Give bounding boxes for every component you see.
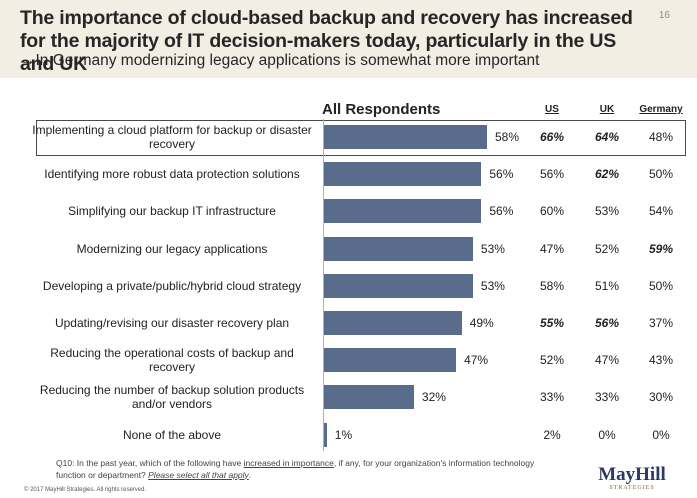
bar-value-label: 49% <box>469 316 494 330</box>
table-cell-us: 33% <box>539 390 565 405</box>
column-header-uk: UK <box>599 104 615 115</box>
bar <box>324 422 327 447</box>
bar <box>324 125 487 149</box>
table-cell-uk: 52% <box>594 241 620 256</box>
bar <box>324 311 462 335</box>
bar-value-label: 32% <box>421 390 446 405</box>
column-header-us: US <box>545 104 559 115</box>
mayhill-logo: MayHill STRATEGIES <box>592 465 672 492</box>
bar <box>324 236 473 261</box>
table-cell-germany: 30% <box>648 390 674 405</box>
logo-tagline: STRATEGIES <box>609 485 655 491</box>
table-cell-germany: 54% <box>648 204 674 219</box>
category-label: Developing a private/public/hybrid cloud… <box>42 278 302 293</box>
category-label: Identifying more robust data protection … <box>44 167 300 182</box>
table-cell-uk: 56% <box>594 316 620 330</box>
category-label: None of the above <box>122 427 222 442</box>
table-cell-us: 60% <box>539 204 565 219</box>
table-cell-us: 58% <box>539 278 565 293</box>
bar-value-label: 58% <box>494 130 519 144</box>
bar-value-label: 53% <box>480 241 505 256</box>
table-cell-germany: 43% <box>648 353 674 368</box>
category-label: Updating/revising our disaster recovery … <box>54 316 290 330</box>
bar <box>324 162 482 187</box>
table-cell-germany: 50% <box>648 278 674 293</box>
table-cell-us: 47% <box>539 241 565 256</box>
category-label: Reducing the number of backup solution p… <box>39 383 305 412</box>
column-header-germany: Germany <box>639 104 683 115</box>
bar <box>324 348 457 373</box>
table-cell-us: 66% <box>539 130 565 144</box>
category-label: Implementing a cloud platform for backup… <box>32 123 312 151</box>
table-cell-us: 56% <box>539 167 565 182</box>
category-label: Simplifying our backup IT infrastructure <box>68 204 276 219</box>
question-footnote: Q10: In the past year, which of the foll… <box>56 458 556 481</box>
logo-name: MayHill <box>598 464 666 485</box>
table-cell-uk: 64% <box>594 130 620 144</box>
category-label: Modernizing our legacy applications <box>76 241 268 256</box>
bar <box>324 273 473 298</box>
page-subtitle: →In Germany modernizing legacy applicati… <box>20 52 540 69</box>
table-cell-uk: 33% <box>594 390 620 405</box>
header-banner: The importance of cloud-based backup and… <box>0 0 697 78</box>
bar <box>324 199 482 224</box>
column-header-all-respondents: All Respondents <box>322 101 441 118</box>
table-cell-uk: 0% <box>598 427 616 442</box>
table-cell-germany: 0% <box>652 427 670 442</box>
table-cell-us: 55% <box>539 316 565 330</box>
bar <box>324 385 414 410</box>
bar-value-label: 1% <box>334 427 353 442</box>
table-cell-uk: 51% <box>594 278 620 293</box>
table-cell-us: 52% <box>539 353 565 368</box>
bar-value-label: 53% <box>480 278 505 293</box>
bar-value-label: 47% <box>464 353 489 368</box>
table-cell-germany: 59% <box>648 241 674 256</box>
bar-value-label: 56% <box>489 204 514 219</box>
page-title: The importance of cloud-based backup and… <box>20 7 633 75</box>
table-cell-uk: 47% <box>594 353 620 368</box>
table-cell-uk: 62% <box>594 167 620 182</box>
bar-value-label: 56% <box>489 167 514 182</box>
table-cell-germany: 48% <box>648 130 674 144</box>
table-cell-germany: 37% <box>648 316 674 330</box>
table-cell-us: 2% <box>543 427 561 442</box>
footnote-text-1: Q10: In the past year, which of the foll… <box>56 458 244 468</box>
footnote-instruction: Please select all that apply <box>148 469 249 480</box>
chart-axis-line <box>323 119 324 451</box>
copyright-notice: © 2017 MayHill Strategies. All rights re… <box>24 487 147 493</box>
page-number: 16 <box>658 10 670 21</box>
category-label: Reducing the operational costs of backup… <box>50 346 294 375</box>
footnote-text-2: , if any, for your organization's inform… <box>56 458 535 480</box>
table-cell-uk: 53% <box>594 204 620 219</box>
footnote-underlined: increased in importance <box>243 458 334 468</box>
table-cell-germany: 50% <box>648 167 674 182</box>
footnote-text-3: . <box>248 469 252 480</box>
